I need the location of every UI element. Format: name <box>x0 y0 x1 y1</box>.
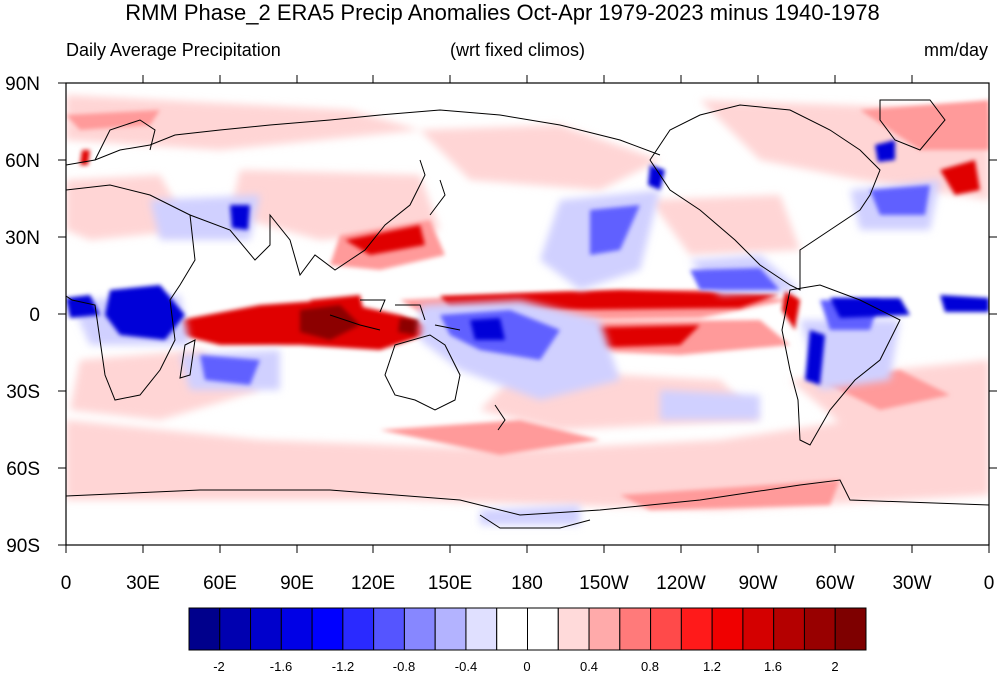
x-tick-label-120e: 120E <box>350 573 396 594</box>
y-tick-label-30n: 30N <box>5 228 40 249</box>
y-tick-label-60s: 60S <box>6 459 40 480</box>
coastlines <box>66 99 989 529</box>
strong-negative-fields <box>66 140 989 385</box>
y-tick-label-60n: 60N <box>5 151 40 172</box>
colorbar-label-0-4: 0.4 <box>579 659 599 674</box>
colorbar-label-1-2: 1.2 <box>702 659 722 674</box>
colorbar-label-m0-8: -0.8 <box>392 659 416 674</box>
x-tick-label-180: 180 <box>511 573 543 594</box>
x-tick-label-0-east: 0 <box>983 573 995 594</box>
y-tick-label-30s: 30S <box>6 382 40 403</box>
colorbar-label-m1-2: -1.2 <box>331 659 355 674</box>
x-tick-label-90w: 90W <box>738 573 778 594</box>
x-tick-label-30e: 30E <box>126 573 160 594</box>
x-axis-ticks <box>65 75 990 553</box>
colorbar-label-1-6: 1.6 <box>763 659 783 674</box>
x-tick-label-150w: 150W <box>579 573 629 594</box>
colorbar-label-m2: -2 <box>213 659 225 674</box>
units-label: mm/day <box>923 40 988 60</box>
x-tick-label-30w: 30W <box>892 573 932 594</box>
x-tick-label-60e: 60E <box>203 573 237 594</box>
dark-positive-cores <box>300 305 420 340</box>
y-tick-label-90s: 90S <box>6 536 40 557</box>
x-tick-label-120w: 120W <box>656 573 706 594</box>
x-tick-label-0: 0 <box>60 573 72 594</box>
colorbar-label-m0-4: -0.4 <box>454 659 478 674</box>
colorbar-label-2: 2 <box>831 659 839 674</box>
x-tick-label-90e: 90E <box>280 573 314 594</box>
y-tick-label-eq: 0 <box>29 305 40 326</box>
colorbar-label-0-8: 0.8 <box>640 659 660 674</box>
x-tick-label-60w: 60W <box>815 573 855 594</box>
variable-label: Daily Average Precipitation <box>66 40 281 60</box>
colorbar-label-m1-6: -1.6 <box>269 659 293 674</box>
colorbar-label-0: 0 <box>523 659 531 674</box>
map-title: RMM Phase_2 ERA5 Precip Anomalies Oct-Ap… <box>125 0 880 25</box>
x-tick-label-150e: 150E <box>427 573 473 594</box>
climo-note: (wrt fixed climos) <box>450 40 586 60</box>
y-axis-ticks <box>58 82 997 546</box>
y-tick-label-90n: 90N <box>5 74 40 95</box>
